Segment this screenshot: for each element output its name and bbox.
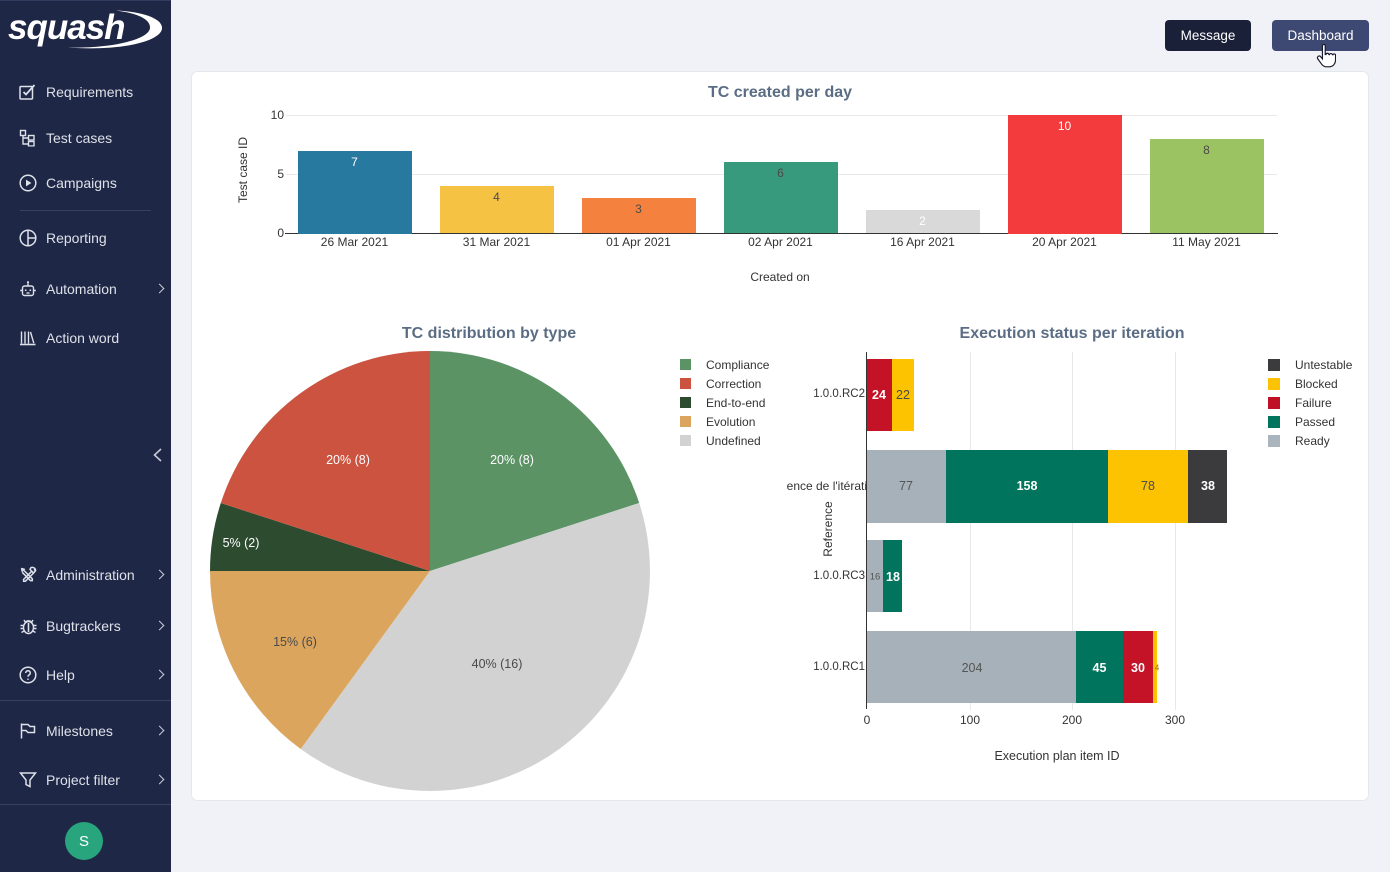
svg-text:squash: squash (8, 8, 125, 47)
